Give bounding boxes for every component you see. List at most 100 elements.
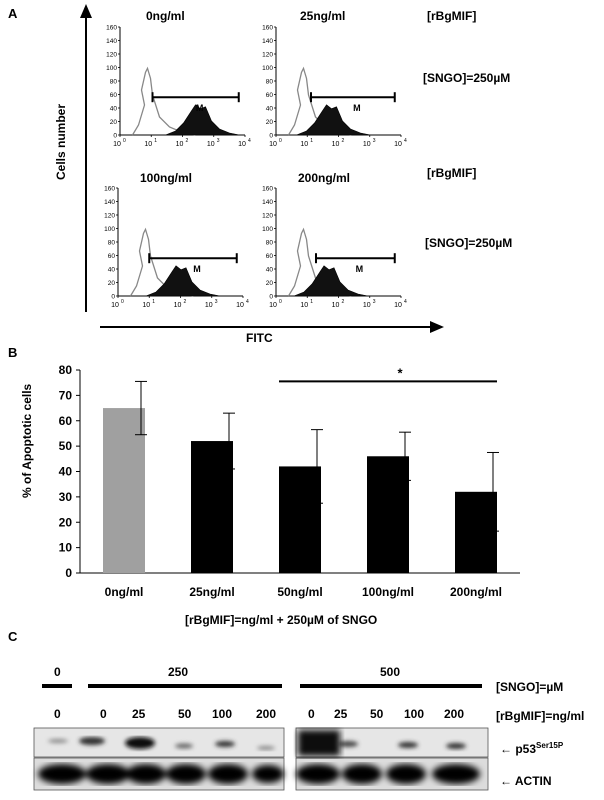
hist-y-tick-label: 80 — [266, 79, 274, 86]
actin-band — [208, 764, 248, 784]
hist-x-tick-exponent: 4 — [404, 299, 407, 305]
actin-arrow: ← — [500, 774, 512, 788]
actin-band — [166, 764, 206, 784]
rbgmif-label-row1: [rBgMIF] — [427, 9, 477, 23]
p53-bands — [48, 737, 466, 750]
hist-x-tick-label: 10 — [332, 302, 340, 309]
p53-band — [215, 741, 235, 747]
hist-y-tick-label: 60 — [266, 253, 274, 260]
actin-band — [126, 764, 166, 784]
hist-y-tick-label: 40 — [110, 106, 118, 113]
lane-label: 0 — [54, 707, 61, 721]
hist-y-tick-label: 120 — [262, 213, 273, 220]
p53-band — [398, 742, 418, 748]
hist-y-tick-label: 60 — [266, 92, 274, 99]
p53-dark-smear — [298, 730, 340, 756]
rbgmif-unit-label: [rBgMIF]=ng/ml — [496, 709, 585, 723]
hist-y-tick-label: 40 — [266, 267, 274, 274]
p53-band — [446, 743, 466, 749]
actin-name: ACTIN — [514, 774, 552, 788]
bar-200ng/ml — [455, 491, 497, 573]
sngo-bar-500 — [300, 684, 482, 688]
hist-x-tick-label: 10 — [269, 302, 277, 309]
p53-band — [175, 743, 193, 749]
significance-star: * — [397, 365, 403, 380]
hist-y-tick-label: 160 — [262, 186, 273, 193]
hist-x-tick-exponent: 3 — [217, 138, 220, 144]
hist-x-tick-label: 10 — [144, 141, 152, 148]
hist-y-tick-label: 140 — [262, 199, 273, 206]
sngo-group-0: 0 — [54, 665, 61, 679]
hist-x-tick-exponent: 0 — [279, 299, 282, 305]
bar-y-tick-label: 30 — [59, 490, 73, 504]
hist-x-tick-exponent: 3 — [373, 299, 376, 305]
hist-y-tick-label: 60 — [110, 92, 118, 99]
lane-label: 200 — [256, 707, 277, 721]
lane-label: 50 — [178, 707, 192, 721]
bar-y-tick-label: 20 — [59, 515, 73, 529]
hist-y-tick-label: 160 — [262, 25, 273, 32]
bar-0ng/ml — [103, 408, 145, 573]
p53-label: ← p53Ser15P — [500, 741, 563, 756]
hist-x-tick-label: 10 — [394, 302, 402, 309]
lane-label: 0 — [308, 707, 315, 721]
hist-x-tick-label: 10 — [205, 302, 213, 309]
hist-y-tick-label: 140 — [106, 38, 117, 45]
bar-y-tick-label: 70 — [59, 388, 73, 402]
hist-y-tick-label: 20 — [110, 119, 118, 126]
hist-y-tick-label: 20 — [266, 119, 274, 126]
hist-x-tick-exponent: 0 — [123, 138, 126, 144]
hist-x-tick-exponent: 1 — [310, 299, 313, 305]
hist-y-tick-label: 20 — [108, 280, 116, 287]
hist-y-tick-label: 40 — [266, 106, 274, 113]
hist-y-tick-label: 100 — [104, 226, 115, 233]
hist-x-tick-label: 10 — [111, 302, 119, 309]
cells-axis-arrowhead — [80, 4, 92, 18]
hist-x-tick-exponent: 3 — [215, 299, 218, 305]
p53-band — [48, 739, 68, 743]
hist-x-tick-label: 10 — [176, 141, 184, 148]
western-blot — [33, 684, 489, 791]
bar-category-label: 25ng/ml — [189, 585, 234, 599]
hist-y-tick-label: 120 — [104, 213, 115, 220]
hist-x-tick-exponent: 1 — [152, 299, 155, 305]
bar-y-tick-label: 40 — [59, 465, 73, 479]
hist-y-tick-label: 100 — [106, 65, 117, 72]
hist-y-tick-label: 0 — [113, 133, 117, 140]
hist-y-tick-label: 80 — [110, 79, 118, 86]
hist-x-tick-label: 10 — [113, 141, 121, 148]
hist-title-0ng: 0ng/ml — [146, 9, 185, 23]
sngo-bar-250 — [88, 684, 282, 688]
hist-title-100ng: 100ng/ml — [140, 171, 193, 185]
hist-x-tick-label: 10 — [332, 141, 340, 148]
bar-y-tick-label: 80 — [59, 363, 73, 377]
hist-y-tick-label: 120 — [106, 52, 117, 59]
bar-100ng/ml — [367, 456, 409, 573]
p53-band — [338, 741, 358, 747]
hist-y-tick-label: 160 — [104, 186, 115, 193]
hist-x-tick-exponent: 1 — [154, 138, 157, 144]
p53-arrow: ← — [500, 742, 512, 756]
treated-histogram — [293, 265, 369, 297]
hist-y-tick-label: 140 — [104, 199, 115, 206]
hist-x-tick-exponent: 0 — [121, 299, 124, 305]
bar-50ng/ml — [279, 466, 321, 573]
p53-superscript: Ser15P — [536, 741, 564, 750]
actin-band — [296, 764, 340, 784]
lane-label: 50 — [370, 707, 384, 721]
bar-y-tick-label: 60 — [59, 414, 73, 428]
hist-x-tick-label: 10 — [363, 302, 371, 309]
actin-band — [86, 764, 130, 784]
hist-x-tick-label: 10 — [363, 141, 371, 148]
hist-y-tick-label: 80 — [108, 240, 116, 247]
marker-label: M — [356, 264, 364, 274]
p53-band — [79, 737, 105, 745]
hist-x-tick-exponent: 4 — [404, 138, 407, 144]
actin-band — [252, 765, 284, 783]
hist-x-tick-exponent: 4 — [246, 299, 249, 305]
hist-y-tick-label: 0 — [111, 294, 115, 301]
p53-band — [125, 737, 155, 749]
bar-category-label: 50ng/ml — [277, 585, 322, 599]
